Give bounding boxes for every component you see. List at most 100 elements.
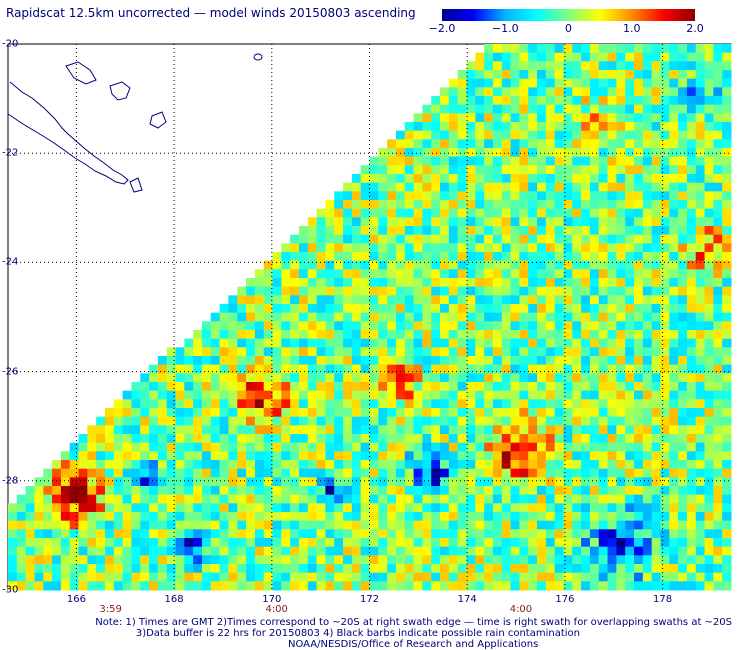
swath-cell: [475, 208, 485, 218]
swath-cell: [625, 451, 635, 461]
swath-cell: [413, 494, 423, 504]
swath-cell: [104, 416, 115, 426]
swath-cell: [722, 408, 732, 418]
swath-cell: [545, 520, 556, 530]
swath-cell: [440, 434, 450, 444]
swath-cell: [678, 165, 688, 175]
swath-cell: [360, 278, 370, 288]
swath-cell: [96, 546, 106, 556]
swath-cell: [554, 494, 564, 504]
swath-cell: [343, 434, 353, 444]
swath-cell: [634, 130, 644, 140]
swath-cell: [492, 243, 503, 253]
swath-cell: [501, 347, 512, 357]
swath-cell: [431, 564, 441, 574]
swath-cell: [448, 425, 459, 435]
swath-cell: [360, 529, 370, 539]
swath-cell: [431, 512, 441, 522]
swath-cell: [537, 347, 547, 357]
swath-cell: [440, 451, 450, 461]
swath-cell: [254, 494, 265, 504]
swath-cell: [704, 260, 714, 270]
swath-cell: [563, 104, 573, 114]
swath-cell: [369, 208, 379, 218]
swath-cell: [334, 330, 344, 340]
swath-cell: [149, 390, 159, 400]
swath-cell: [686, 382, 697, 392]
swath-cell: [634, 572, 644, 582]
swath-cell: [678, 70, 688, 80]
swath-cell: [598, 546, 609, 556]
swath-cell: [634, 477, 644, 487]
swath-cell: [16, 581, 27, 591]
swath-cell: [492, 572, 503, 582]
swath-cell: [69, 460, 80, 470]
swath-cell: [457, 416, 467, 426]
swath-cell: [634, 546, 644, 556]
swath-cell: [422, 572, 432, 582]
swath-cell: [131, 408, 141, 418]
swath-cell: [210, 564, 221, 574]
swath-cell: [554, 174, 564, 184]
swath-cell: [686, 564, 697, 574]
swath-cell: [166, 416, 177, 426]
swath-cell: [122, 468, 132, 478]
swath-cell: [528, 61, 538, 71]
swath-cell: [589, 425, 600, 435]
swath-cell: [581, 434, 591, 444]
swath-cell: [695, 130, 706, 140]
swath-cell: [589, 373, 600, 383]
swath-cell: [131, 382, 141, 392]
swath-cell: [492, 382, 503, 392]
swath-cell: [387, 425, 397, 435]
swath-cell: [572, 572, 582, 582]
swath-cell: [581, 70, 591, 80]
swath-cell: [537, 321, 547, 331]
swath-cell: [448, 338, 459, 348]
swath-cell: [651, 278, 661, 288]
swath-cell: [166, 503, 177, 513]
swath-cell: [598, 113, 609, 123]
swath-cell: [413, 442, 423, 452]
swath-cell: [210, 321, 221, 331]
swath-cell: [387, 416, 397, 426]
swath-cell: [554, 295, 564, 305]
swath-cell: [554, 425, 564, 435]
swath-cell: [545, 529, 556, 539]
swath-cell: [325, 338, 335, 348]
swath-cell: [519, 382, 529, 392]
swath-cell: [581, 330, 591, 340]
swath-cell: [501, 182, 512, 192]
swath-cell: [131, 512, 141, 522]
swath-cell: [695, 338, 706, 348]
swath-cell: [634, 304, 644, 314]
swath-cell: [378, 182, 388, 192]
swath-cell: [228, 546, 238, 556]
swath-cell: [457, 304, 467, 314]
swath-cell: [281, 564, 291, 574]
swath-cell: [60, 538, 71, 548]
swath-cell: [492, 425, 503, 435]
swath-cell: [545, 390, 556, 400]
swath-cell: [246, 538, 256, 548]
swath-cell: [475, 416, 485, 426]
swath-cell: [501, 460, 512, 470]
swath-cell: [686, 338, 697, 348]
swath-cell: [625, 356, 635, 366]
swath-cell: [572, 122, 582, 132]
swath-cell: [422, 434, 432, 444]
swath-cell: [713, 330, 723, 340]
swath-cell: [360, 373, 370, 383]
swath-cell: [175, 451, 185, 461]
swath-cell: [660, 260, 670, 270]
swath-cell: [722, 44, 732, 54]
swath-cell: [713, 260, 723, 270]
swath-cell: [651, 78, 661, 88]
swath-cell: [307, 538, 318, 548]
swath-cell: [157, 468, 168, 478]
swath-cell: [695, 321, 706, 331]
swath-cell: [122, 503, 132, 513]
swath-cell: [704, 390, 714, 400]
swath-cell: [431, 165, 441, 175]
swath-cell: [563, 165, 573, 175]
